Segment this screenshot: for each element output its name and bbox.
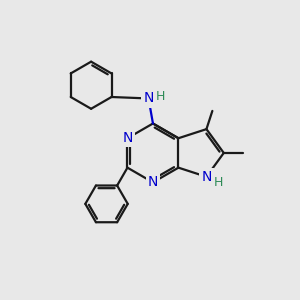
Text: H: H: [156, 91, 166, 103]
Text: N: N: [148, 176, 158, 189]
Text: N: N: [143, 92, 154, 106]
Text: N: N: [201, 170, 212, 184]
Text: H: H: [214, 176, 224, 189]
Text: N: N: [122, 131, 133, 145]
